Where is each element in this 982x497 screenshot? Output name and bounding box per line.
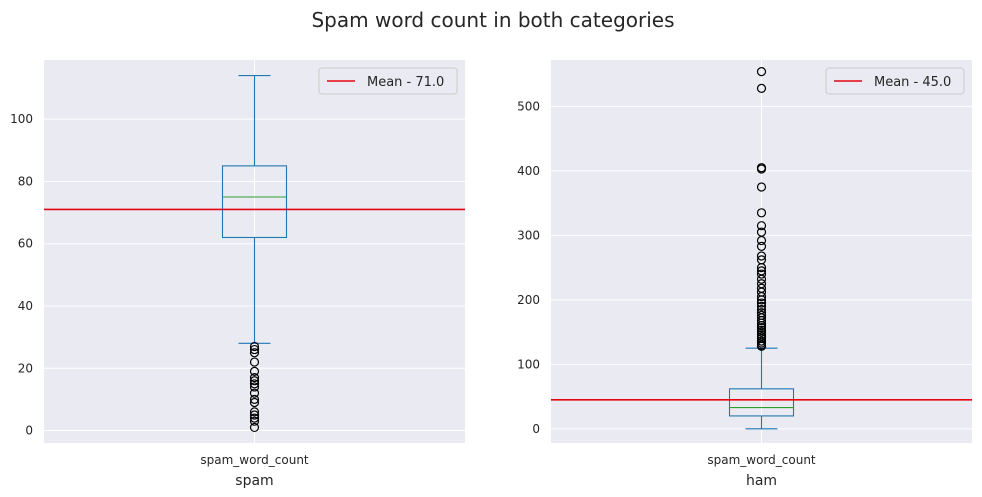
ham-outlier-point — [756, 308, 767, 318]
spam-outlier-point — [249, 373, 260, 383]
ham-outlier-point — [756, 208, 767, 218]
ham-outlier-point — [756, 310, 767, 320]
spam-outlier-point — [249, 416, 260, 426]
ham-x-tick-label: spam_word_count — [707, 453, 816, 467]
spam-outlier-point — [249, 376, 260, 386]
spam-outliers — [249, 341, 260, 433]
spam-outlier-point — [249, 344, 260, 355]
ham-outlier-point — [756, 298, 767, 308]
spam-x-axis-label: spam — [235, 473, 273, 489]
spam-outlier-point — [249, 388, 260, 398]
ham-legend-mean-label: Mean - 45.0 — [874, 75, 951, 90]
spam-legend-mean-label: Mean - 71.0 — [367, 75, 444, 90]
spam-outlier-point — [249, 341, 260, 352]
spam-outlier-point — [249, 407, 260, 417]
ham-y-tick-label: 0 — [532, 422, 540, 436]
spam-y-tick-label: 40 — [18, 299, 33, 313]
spam-y-tick-label: 80 — [18, 174, 33, 188]
spam-y-tick-label: 100 — [10, 112, 33, 126]
spam-y-tick-label: 60 — [18, 237, 33, 251]
ham-outlier-point — [756, 269, 767, 279]
spam-legend-frame — [318, 67, 458, 95]
ham-outlier-point — [756, 279, 767, 289]
ham-boxplot — [728, 347, 795, 430]
spam-legend: Mean - 71.0 — [318, 67, 458, 95]
spam-outlier-point — [249, 394, 260, 405]
spam-outlier-point — [249, 379, 260, 389]
ham-y-tick-label: 200 — [517, 293, 540, 307]
ham-outliers — [756, 67, 767, 351]
ham-outlier-point — [756, 325, 767, 335]
ham-y-tick-label: 300 — [517, 228, 540, 242]
spam-y-tick-labels: 0 20 40 60 80 100 — [10, 112, 33, 437]
ham-outlier-point — [756, 241, 767, 251]
spam-boxplot — [221, 75, 288, 344]
ham-y-tick-label: 500 — [517, 99, 540, 113]
spam-outlier-point — [249, 422, 260, 433]
ham-y-tick-labels: 0 100 200 300 400 500 — [517, 99, 540, 435]
ham-x-axis-label: ham — [746, 473, 777, 489]
spam-outlier-point — [249, 366, 260, 376]
ham-outlier-point — [756, 221, 767, 231]
ham-outlier-point — [756, 163, 767, 173]
spam-y-tick-label: 20 — [18, 361, 33, 375]
ham-outlier-point — [756, 336, 767, 346]
ham-y-tick-label: 100 — [517, 357, 540, 371]
spam-outlier-point — [249, 413, 260, 423]
spam-x-tick-label: spam_word_count — [200, 453, 309, 467]
ham-boxplot-panel: 0 100 200 300 400 500 spam_word_count ham Mea… — [517, 60, 972, 489]
spam-y-tick-label: 0 — [25, 424, 33, 438]
spam-outlier-point — [249, 357, 260, 367]
ham-legend-frame — [825, 67, 965, 95]
ham-outlier-point — [756, 67, 767, 77]
ham-outlier-point — [756, 227, 767, 237]
ham-outlier-point — [756, 283, 767, 293]
spam-boxplot-panel: 0 20 40 60 80 100 spam_word_count spam Mean -… — [10, 60, 465, 489]
ham-y-tick-label: 400 — [517, 164, 540, 178]
ham-iqr-box — [728, 388, 795, 417]
spam-outlier-point — [249, 397, 260, 408]
ham-outlier-point — [756, 304, 767, 315]
spam-outlier-point — [249, 348, 260, 358]
ham-outlier-point — [756, 255, 767, 265]
spam-outlier-point — [249, 410, 260, 420]
spam-outlier-point — [249, 382, 260, 392]
ham-outlier-point — [756, 301, 767, 311]
ham-outlier-point — [756, 266, 767, 276]
ham-outlier-point — [756, 330, 767, 340]
figure-suptitle: Spam word count in both categories — [311, 8, 674, 32]
ham-legend: Mean - 45.0 — [825, 67, 965, 95]
ham-outlier-point — [756, 83, 767, 93]
spam-iqr-box — [221, 165, 288, 239]
ham-outlier-point — [756, 251, 767, 261]
ham-outlier-point — [756, 182, 767, 192]
